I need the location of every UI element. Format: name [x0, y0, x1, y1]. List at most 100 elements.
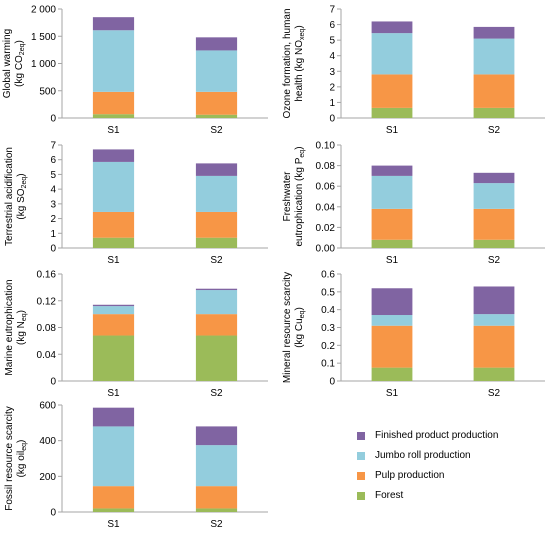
- bar-segment-jumbo-roll-production: [195, 175, 238, 212]
- y-axis-label: Ozone formation, humanhealth (kg NOxeq): [282, 8, 306, 118]
- bar-segment-pulp-production: [371, 208, 413, 240]
- bar-segment-forest: [371, 239, 413, 248]
- y-tick-label: 0.2: [321, 341, 335, 352]
- bar-segment-pulp-production: [473, 208, 515, 240]
- bar-segment-finished-product-production: [92, 149, 135, 162]
- bar-segment-finished-product-production: [195, 163, 238, 176]
- y-tick-label: 0.06: [316, 182, 336, 193]
- y-axis-label: Mineral resource scarcity(kg Cueq): [282, 272, 306, 383]
- bar-segment-forest: [473, 107, 515, 118]
- bar-segment-jumbo-roll-production: [195, 445, 238, 487]
- bar-segment-pulp-production: [371, 325, 413, 368]
- bar-segment-pulp-production: [92, 211, 135, 238]
- bar-segment-finished-product-production: [473, 286, 515, 315]
- legend-swatch: [357, 472, 365, 480]
- bar-segment-jumbo-roll-production: [195, 50, 238, 92]
- bar-segment-jumbo-roll-production: [473, 183, 515, 209]
- bar-segment-finished-product-production: [92, 407, 135, 427]
- y-tick-label: 0: [329, 114, 335, 125]
- legend-swatch: [357, 432, 365, 440]
- bar-segment-forest: [92, 114, 135, 118]
- bar-segment-pulp-production: [92, 91, 135, 115]
- bar-segment-finished-product-production: [195, 426, 238, 446]
- y-tick-label: 0.08: [316, 161, 336, 172]
- y-tick-label: 1: [329, 98, 335, 109]
- y-tick-label: 400: [39, 436, 56, 447]
- y-tick-label: 4: [329, 51, 335, 62]
- bar-segment-pulp-production: [371, 74, 413, 108]
- x-tick-label: S2: [488, 125, 501, 136]
- y-tick-label: 6: [50, 155, 56, 166]
- y-tick-label: 0: [50, 508, 56, 519]
- x-tick-label: S2: [210, 519, 223, 530]
- y-tick-label: 1 000: [31, 59, 56, 70]
- bar-segment-pulp-production: [92, 314, 135, 336]
- x-tick-label: S2: [488, 388, 501, 399]
- y-tick-label: 2: [50, 214, 56, 225]
- y-tick-label: 200: [39, 472, 56, 483]
- bar-segment-forest: [92, 237, 135, 248]
- x-tick-label: S2: [488, 255, 501, 266]
- legend-item-finished-product: Finished product production: [355, 430, 545, 450]
- legend-label: Finished product production: [375, 430, 499, 441]
- y-tick-label: 1: [50, 229, 56, 240]
- y-tick-label: 2: [329, 82, 335, 93]
- bar-segment-finished-product-production: [92, 17, 135, 31]
- y-tick-label: 0.10: [316, 141, 336, 152]
- legend-item-pulp: Pulp production: [355, 470, 545, 490]
- bar-segment-finished-product-production: [195, 37, 238, 51]
- bar-segment-jumbo-roll-production: [92, 306, 135, 315]
- x-tick-label: S2: [210, 125, 223, 136]
- bar-segment-jumbo-roll-production: [92, 30, 135, 92]
- y-tick-label: 6: [329, 20, 335, 31]
- y-tick-label: 3: [50, 199, 56, 210]
- bar-segment-forest: [473, 367, 515, 381]
- x-tick-label: S1: [386, 388, 399, 399]
- bar-segment-finished-product-production: [473, 172, 515, 184]
- bar-segment-finished-product-production: [371, 21, 413, 34]
- y-tick-label: 7: [329, 5, 335, 16]
- y-tick-label: 0.3: [321, 323, 335, 334]
- y-tick-label: 0: [50, 114, 56, 125]
- bar-segment-finished-product-production: [92, 304, 135, 307]
- y-axis-label: Fossil resource scarcity(kg oileq): [4, 406, 28, 510]
- bar-segment-pulp-production: [195, 211, 238, 238]
- bar-segment-forest: [195, 237, 238, 248]
- x-tick-label: S1: [107, 388, 120, 399]
- bar-segment-finished-product-production: [371, 288, 413, 316]
- y-tick-label: 0.04: [316, 202, 336, 213]
- bar-segment-pulp-production: [473, 325, 515, 368]
- bar-segment-forest: [371, 107, 413, 118]
- legend-item-forest: Forest: [355, 490, 545, 510]
- legend-item-jumbo-roll: Jumbo roll production: [355, 450, 545, 470]
- bar-segment-jumbo-roll-production: [371, 315, 413, 326]
- y-tick-label: 0: [50, 377, 56, 388]
- x-tick-label: S1: [107, 519, 120, 530]
- y-tick-label: 0.02: [316, 223, 336, 234]
- y-tick-label: 0.5: [321, 287, 335, 298]
- y-tick-label: 1 500: [31, 32, 56, 43]
- y-tick-label: 0.1: [321, 359, 335, 370]
- y-axis-label: Global warming(kg CO2eq): [2, 29, 26, 98]
- bar-segment-pulp-production: [195, 314, 238, 336]
- bar-segment-jumbo-roll-production: [92, 161, 135, 212]
- x-tick-label: S1: [107, 125, 120, 136]
- y-tick-label: 5: [329, 36, 335, 47]
- bar-segment-forest: [371, 367, 413, 381]
- y-axis-label: Freshwatereutrophication (kg Peq): [282, 146, 306, 246]
- bar-segment-jumbo-roll-production: [371, 33, 413, 75]
- y-tick-label: 0.08: [37, 323, 57, 334]
- bar-segment-pulp-production: [92, 486, 135, 509]
- bar-segment-pulp-production: [195, 91, 238, 115]
- y-tick-label: 2 000: [31, 5, 56, 16]
- legend-label: Forest: [375, 490, 404, 501]
- x-tick-label: S2: [210, 388, 223, 399]
- bar-segment-finished-product-production: [473, 26, 515, 39]
- bar-segment-forest: [195, 114, 238, 118]
- bar-segment-jumbo-roll-production: [195, 290, 238, 315]
- y-tick-label: 0: [50, 244, 56, 255]
- y-tick-label: 0.6: [321, 270, 335, 281]
- y-tick-label: 0.16: [37, 270, 57, 281]
- y-tick-label: 0.00: [316, 244, 336, 255]
